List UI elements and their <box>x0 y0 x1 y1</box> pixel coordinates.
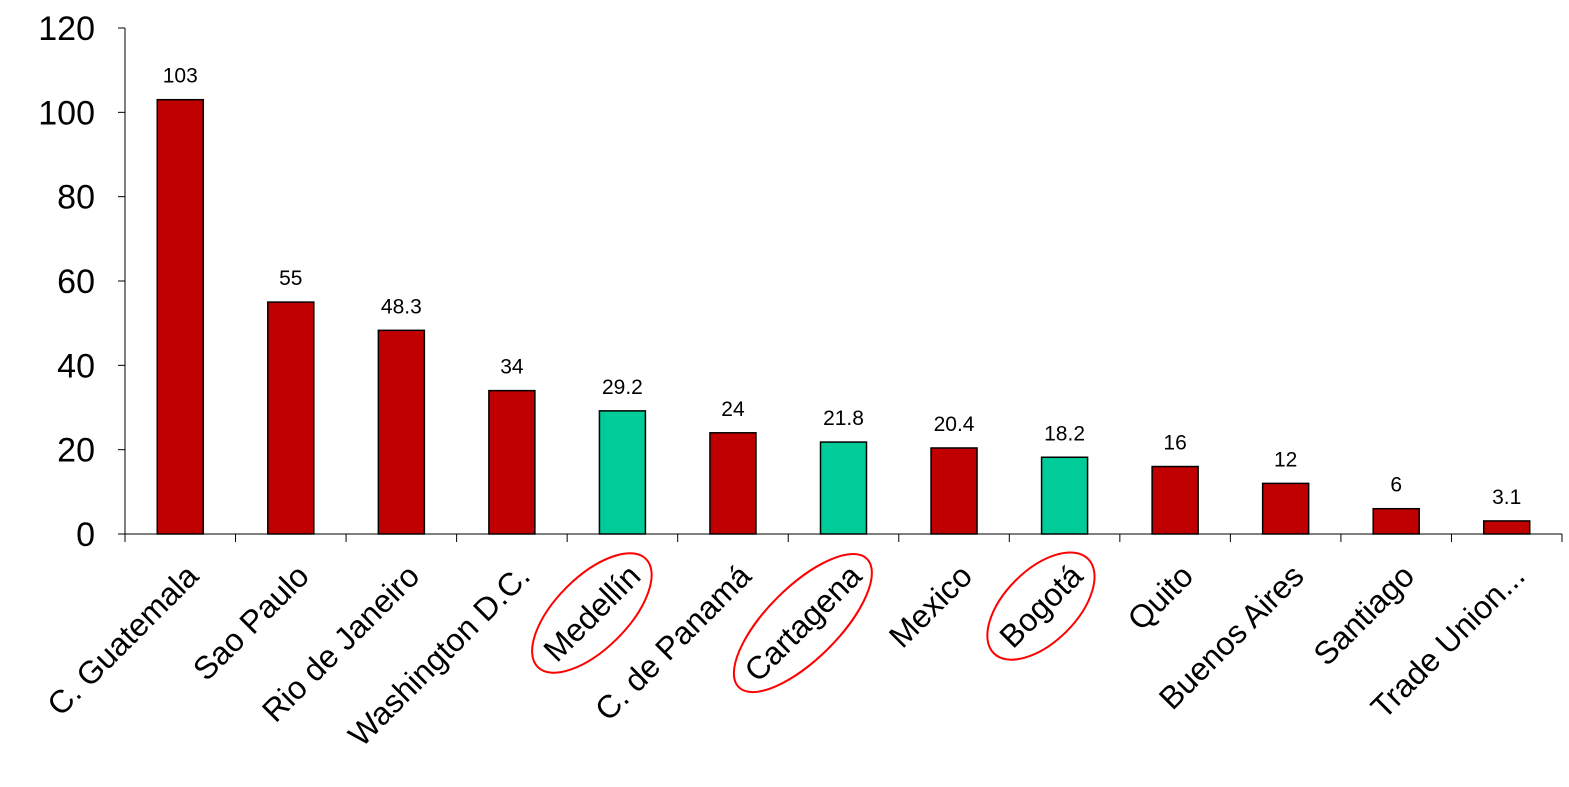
highlight-circle-8 <box>986 551 1096 661</box>
data-label-12: 3.1 <box>1492 486 1521 509</box>
x-label-group-11: Santiago <box>1306 557 1421 672</box>
highlight-circle-6 <box>732 553 873 694</box>
y-axis: 0 20 40 60 80 100 120 <box>38 10 126 554</box>
bar-3 <box>488 389 536 535</box>
bar-1 <box>267 301 315 535</box>
y-tick-label: 20 <box>57 432 95 470</box>
y-tick-label: 120 <box>38 10 95 48</box>
bar-4 <box>598 410 647 535</box>
data-label-3: 34 <box>500 356 524 379</box>
bars <box>156 98 1531 535</box>
y-tick-label: 40 <box>57 347 95 385</box>
bar-9 <box>1151 465 1199 535</box>
x-label-group-8: Bogotá <box>986 551 1096 661</box>
data-label-9: 16 <box>1163 432 1186 455</box>
x-tick-label-11: Santiago <box>1306 557 1421 672</box>
data-label-6: 21.8 <box>823 407 864 430</box>
y-tick-label: 100 <box>38 94 95 132</box>
bar-6 <box>819 441 868 535</box>
bar-2 <box>377 329 426 535</box>
data-label-10: 12 <box>1274 448 1297 471</box>
x-label-group-0: C. Guatemala <box>40 557 205 722</box>
bar-0 <box>156 98 205 535</box>
x-axis <box>124 533 1563 542</box>
bar-11 <box>1372 507 1420 535</box>
y-tick-label: 60 <box>57 263 95 301</box>
bar-12 <box>1482 520 1531 535</box>
y-tick-label: 80 <box>57 179 95 217</box>
data-labels: 103 55 48.3 34 29.2 24 21.8 20.4 18.2 16 12 6 3.1 <box>163 65 1522 509</box>
data-label-11: 6 <box>1390 474 1402 497</box>
x-label-group-7: Mexico <box>882 557 979 654</box>
x-tick-label-0: C. Guatemala <box>40 557 205 722</box>
highlight-circle-4 <box>531 552 653 674</box>
bar-5 <box>709 432 757 535</box>
x-tick-label-8: Bogotá <box>992 557 1089 654</box>
y-tick-label: 0 <box>76 516 95 554</box>
bar-10 <box>1261 482 1310 535</box>
x-tick-label-6: Cartagena <box>737 557 868 688</box>
data-label-4: 29.2 <box>602 376 643 399</box>
x-label-group-6: Cartagena <box>732 553 873 694</box>
x-label-group-9: Quito <box>1121 557 1201 637</box>
data-label-0: 103 <box>163 65 198 88</box>
bar-8 <box>1040 456 1089 535</box>
x-tick-label-9: Quito <box>1121 557 1201 637</box>
data-label-8: 18.2 <box>1044 422 1085 445</box>
bar-7 <box>930 447 978 535</box>
data-label-5: 24 <box>721 398 745 421</box>
x-tick-label-7: Mexico <box>882 557 979 654</box>
data-label-7: 20.4 <box>934 413 975 436</box>
x-tick-label-4: Medellín <box>536 557 647 668</box>
data-label-1: 55 <box>279 267 302 290</box>
data-label-2: 48.3 <box>381 295 422 318</box>
